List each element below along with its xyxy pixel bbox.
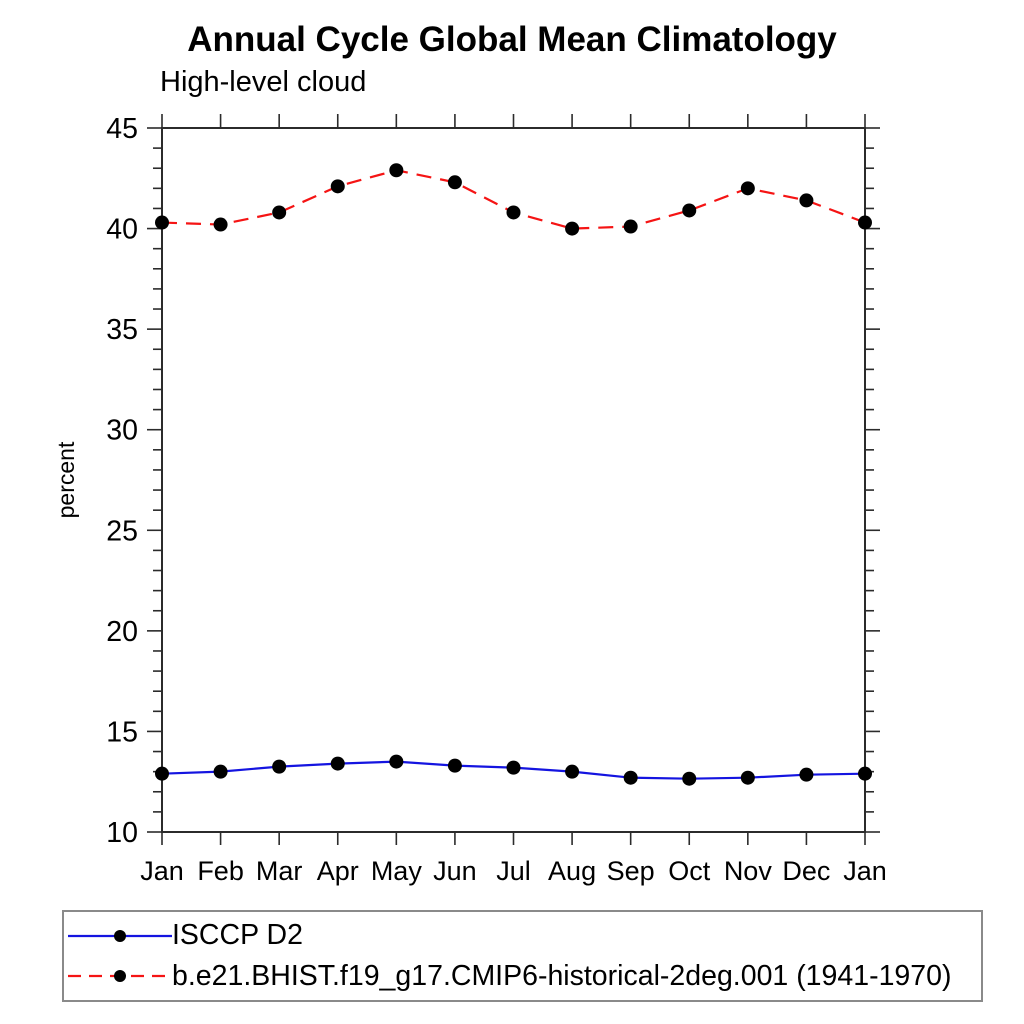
legend-item: ISCCP D2 bbox=[64, 919, 981, 952]
y-tick-label: 25 bbox=[106, 515, 138, 547]
y-tick-label: 20 bbox=[106, 616, 138, 648]
x-tick-label: Dec bbox=[782, 856, 830, 886]
x-tick-label: Mar bbox=[256, 856, 303, 886]
data-point-marker bbox=[506, 205, 521, 220]
y-tick-label: 10 bbox=[106, 817, 138, 849]
data-point-marker bbox=[858, 766, 872, 781]
data-point-marker bbox=[213, 764, 228, 779]
data-point-marker bbox=[213, 217, 228, 232]
legend-marker bbox=[114, 970, 126, 983]
legend: ISCCP D2 b.e21.BHIST.f19_g17.CMIP6-histor… bbox=[62, 910, 983, 1002]
x-tick-label: Jul bbox=[496, 856, 531, 886]
y-tick-label: 15 bbox=[106, 716, 138, 748]
y-tick-label: 40 bbox=[106, 214, 138, 246]
data-point-marker bbox=[155, 215, 169, 230]
legend-line-sample bbox=[68, 970, 172, 983]
legend-marker bbox=[114, 929, 126, 942]
x-tick-label: Nov bbox=[724, 856, 773, 886]
series-line bbox=[161, 169, 866, 230]
y-tick-label: 45 bbox=[106, 113, 138, 145]
data-point-marker bbox=[858, 215, 872, 230]
data-point-marker bbox=[272, 205, 287, 220]
x-tick-label: Apr bbox=[317, 856, 359, 886]
data-point-marker bbox=[682, 203, 697, 218]
legend-label: ISCCP D2 bbox=[172, 919, 303, 952]
x-tick-label: Jan bbox=[140, 856, 184, 886]
data-point-marker bbox=[565, 221, 580, 236]
data-point-marker bbox=[565, 764, 580, 779]
x-tick-label: May bbox=[371, 856, 423, 886]
x-tick-label: Oct bbox=[668, 856, 711, 886]
data-point-marker bbox=[799, 767, 814, 782]
data-point-marker bbox=[330, 179, 345, 194]
x-tick-label: Aug bbox=[548, 856, 596, 886]
data-point-marker bbox=[389, 754, 404, 769]
data-point-marker bbox=[799, 193, 814, 208]
y-tick-label: 30 bbox=[106, 415, 138, 447]
data-point-marker bbox=[506, 760, 521, 775]
data-point-marker bbox=[330, 756, 345, 771]
data-point-marker bbox=[740, 181, 755, 196]
data-point-marker bbox=[389, 163, 404, 178]
data-point-marker bbox=[447, 758, 462, 773]
legend-item: b.e21.BHIST.f19_g17.CMIP6-historical-2de… bbox=[64, 960, 981, 993]
data-point-marker bbox=[447, 175, 462, 190]
plot-frame bbox=[161, 127, 866, 833]
x-tick-label: Feb bbox=[197, 856, 244, 886]
data-point-marker bbox=[623, 219, 638, 234]
legend-line-sample bbox=[68, 929, 172, 942]
x-tick-label: Jan bbox=[843, 856, 887, 886]
data-point-marker bbox=[740, 770, 755, 785]
data-point-marker bbox=[155, 766, 169, 781]
y-tick-label: 35 bbox=[106, 314, 138, 346]
chart-title: Annual Cycle Global Mean Climatology bbox=[187, 20, 837, 59]
legend-label: b.e21.BHIST.f19_g17.CMIP6-historical-2de… bbox=[172, 959, 952, 992]
data-point-marker bbox=[682, 771, 697, 786]
chart-subtitle: High-level cloud bbox=[160, 66, 367, 98]
x-tick-label: Sep bbox=[607, 856, 655, 886]
data-point-marker bbox=[623, 770, 638, 785]
x-tick-label: Jun bbox=[433, 856, 477, 886]
data-point-marker bbox=[272, 759, 287, 774]
